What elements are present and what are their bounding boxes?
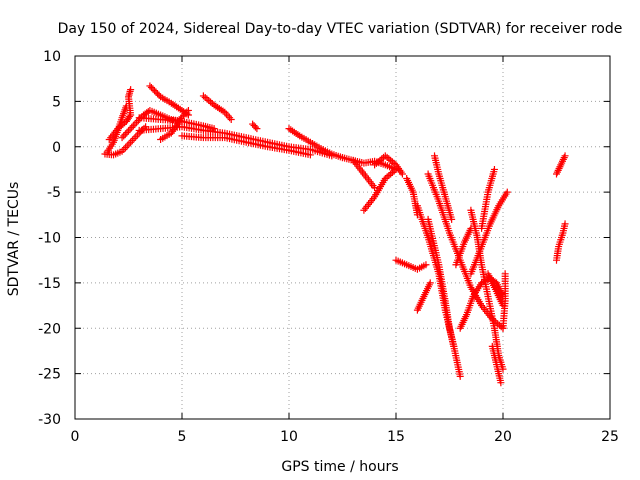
- data-point: [150, 87, 158, 95]
- y-tick-label: -20: [38, 321, 61, 337]
- y-tick-label: -25: [38, 367, 61, 383]
- x-tick-label: 5: [178, 429, 187, 445]
- y-tick-label: 0: [52, 140, 61, 156]
- x-tick-label: 25: [601, 429, 619, 445]
- x-tick-label: 15: [387, 429, 405, 445]
- data-point: [183, 108, 191, 116]
- y-tick-label: -30: [38, 412, 61, 428]
- y-tick-label: -5: [47, 185, 61, 201]
- data-point: [561, 152, 569, 160]
- y-tick-label: -10: [38, 231, 61, 247]
- data-point: [227, 116, 235, 124]
- data-point: [226, 114, 234, 122]
- data-point: [448, 215, 456, 223]
- x-tick-label: 0: [71, 429, 80, 445]
- data-point: [122, 144, 130, 152]
- data-point: [127, 138, 135, 146]
- data-point: [121, 130, 129, 138]
- data-point: [456, 372, 464, 380]
- chart-gridlines: [75, 56, 610, 419]
- chart-axes: 0 5 10 15 20 25 10 5 0 -5 -10 -15 -20 -25 -30: [38, 49, 619, 445]
- data-point: [120, 132, 128, 140]
- data-point: [501, 270, 509, 278]
- data-point: [422, 261, 430, 269]
- data-point: [123, 129, 131, 137]
- data-point: [132, 133, 140, 141]
- data-point: [180, 111, 188, 119]
- data-point: [154, 90, 162, 98]
- data-point: [490, 165, 498, 173]
- y-tick-label: 5: [52, 94, 61, 110]
- data-point: [224, 112, 232, 120]
- chart-title: Day 150 of 2024, Sidereal Day-to-day VTE…: [58, 21, 623, 37]
- y-tick-label: 10: [43, 49, 61, 65]
- data-point: [398, 170, 406, 178]
- data-point: [125, 127, 132, 135]
- x-tick-label: 20: [494, 429, 512, 445]
- data-point: [181, 110, 189, 118]
- x-axis-label: GPS time / hours: [281, 459, 398, 475]
- data-point: [371, 184, 379, 192]
- x-tick-label: 10: [280, 429, 298, 445]
- y-tick-label: -15: [38, 276, 61, 292]
- y-axis-label: SDTVAR / TECUs: [6, 182, 22, 297]
- data-point: [253, 125, 261, 133]
- data-point: [128, 136, 136, 144]
- data-point: [126, 113, 134, 121]
- data-point: [126, 125, 134, 133]
- data-point: [561, 220, 569, 228]
- chart-data-points: [101, 82, 569, 387]
- data-point: [118, 134, 126, 142]
- data-point: [127, 86, 135, 94]
- data-point: [130, 135, 138, 143]
- data-point: [497, 379, 505, 387]
- data-point: [137, 128, 145, 136]
- data-point: [152, 88, 160, 96]
- data-point: [147, 84, 155, 92]
- data-point: [133, 131, 141, 139]
- data-point: [128, 123, 136, 131]
- data-point: [503, 188, 511, 196]
- data-point: [210, 125, 218, 133]
- data-point: [149, 85, 157, 93]
- data-point: [146, 82, 154, 90]
- data-point: [184, 106, 192, 114]
- data-point: [155, 91, 163, 99]
- data-point: [129, 122, 137, 130]
- data-point: [251, 123, 259, 131]
- data-point: [306, 151, 314, 159]
- data-point: [131, 120, 139, 128]
- data-point: [123, 142, 131, 150]
- data-point: [426, 279, 434, 287]
- data-point: [450, 342, 458, 350]
